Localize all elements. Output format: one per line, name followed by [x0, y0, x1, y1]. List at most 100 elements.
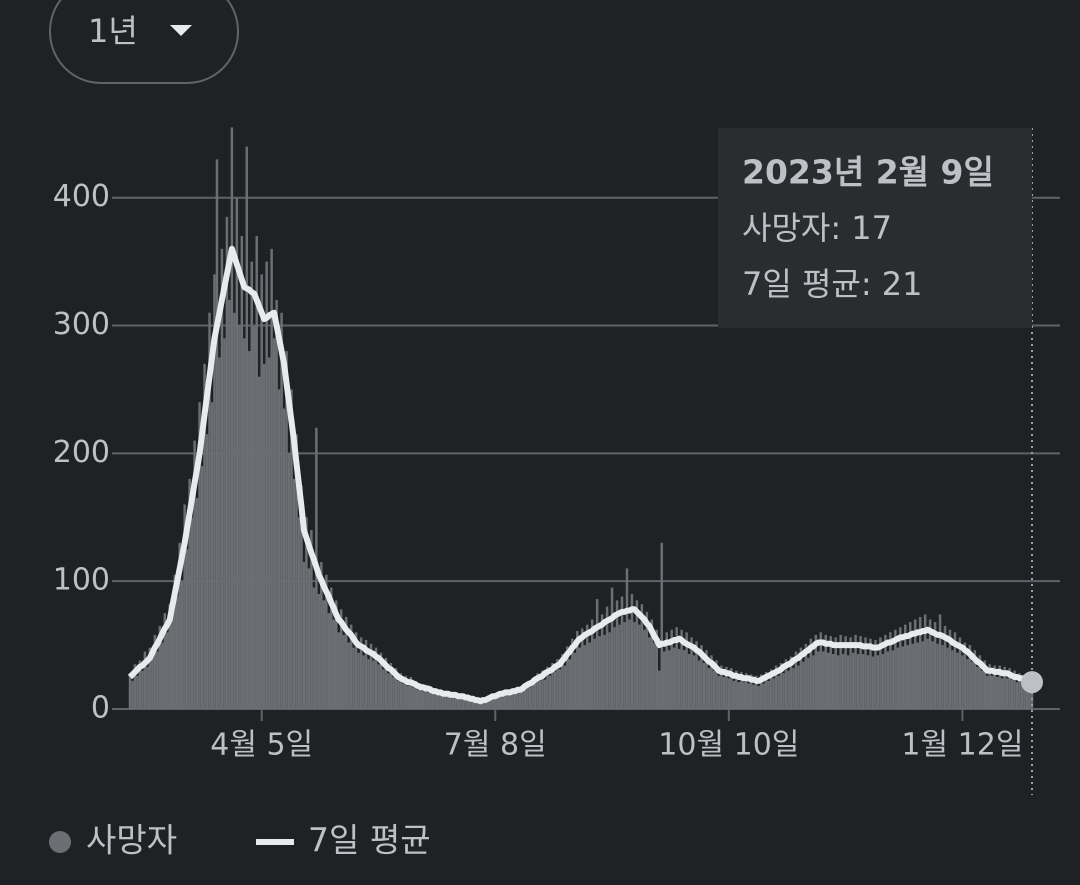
bar — [441, 694, 445, 709]
bar — [359, 637, 363, 709]
bar — [958, 637, 962, 709]
bar — [426, 692, 430, 709]
bar — [148, 647, 152, 709]
bar — [1003, 666, 1006, 709]
bar — [248, 351, 251, 709]
legend: 사망자 7일 평균 — [49, 821, 431, 860]
bar — [205, 434, 209, 709]
bar — [590, 619, 594, 709]
tooltip-box — [718, 128, 1032, 328]
bar — [352, 647, 355, 709]
bar — [633, 622, 636, 709]
bar — [730, 668, 733, 709]
bar — [581, 628, 584, 709]
bar — [605, 606, 609, 709]
bar — [354, 632, 358, 709]
bar — [976, 666, 979, 709]
bar — [789, 656, 793, 709]
bar — [598, 636, 601, 709]
bar — [141, 670, 144, 709]
bar — [909, 622, 912, 709]
bar — [218, 357, 221, 709]
bar — [481, 698, 485, 709]
bar — [394, 668, 398, 709]
bar — [692, 655, 696, 709]
bar — [829, 636, 832, 709]
y-tick-label: 400 — [53, 179, 110, 214]
bar — [879, 637, 882, 709]
bar — [190, 517, 194, 709]
bar — [461, 693, 465, 709]
bar — [824, 634, 827, 709]
bar — [836, 655, 840, 709]
bar — [859, 636, 862, 709]
bar — [523, 689, 527, 709]
bar — [384, 657, 388, 709]
legend-label: 7일 평균 — [308, 821, 431, 860]
bar — [884, 634, 887, 709]
bar — [407, 685, 410, 709]
bar — [648, 637, 651, 709]
bar — [516, 687, 519, 709]
bar — [389, 662, 393, 709]
bar — [889, 632, 892, 709]
bar — [918, 616, 922, 709]
bar — [727, 678, 731, 709]
bar — [774, 665, 778, 709]
bar — [501, 691, 504, 709]
bar — [615, 600, 619, 709]
bar — [240, 236, 244, 710]
bar — [660, 542, 663, 709]
bar — [991, 675, 994, 709]
bar — [349, 624, 353, 709]
lines — [127, 245, 1034, 705]
bar — [228, 299, 231, 709]
bar — [292, 478, 296, 709]
bar — [874, 639, 877, 709]
bar — [655, 629, 659, 709]
bar — [894, 629, 897, 709]
bar — [921, 641, 924, 709]
bar — [270, 248, 273, 709]
bar — [180, 581, 184, 709]
bar — [630, 593, 634, 709]
bar — [608, 632, 611, 709]
bar — [357, 652, 360, 709]
bar — [618, 624, 621, 709]
bar — [235, 197, 239, 709]
bar — [466, 694, 470, 709]
bar — [871, 656, 875, 709]
bar — [330, 587, 333, 709]
bar — [444, 691, 447, 709]
bar — [931, 641, 934, 709]
legend-swatch — [49, 831, 71, 853]
bar — [526, 680, 529, 709]
bar — [613, 627, 616, 709]
bar — [300, 485, 303, 709]
dropdown-arrow[interactable] — [170, 25, 192, 36]
bar — [327, 613, 331, 709]
range-button-label[interactable]: 1년 — [88, 12, 138, 50]
range-button[interactable]: 1년 — [49, 0, 239, 84]
bar — [561, 654, 564, 709]
bar — [623, 622, 626, 709]
bar — [332, 619, 335, 709]
bar — [156, 651, 159, 709]
bar — [797, 665, 800, 709]
average-line — [127, 245, 1034, 705]
bar — [551, 662, 554, 709]
bar — [185, 549, 189, 709]
bar — [213, 274, 216, 709]
bar — [563, 665, 567, 709]
bar — [335, 600, 338, 709]
bar — [253, 325, 256, 709]
bar — [439, 689, 442, 709]
bar — [933, 622, 937, 709]
bar — [436, 694, 440, 709]
bar — [307, 568, 311, 709]
bar — [978, 655, 982, 709]
bar — [128, 673, 132, 709]
bar — [968, 645, 972, 709]
range-button-frame[interactable] — [49, 0, 239, 84]
